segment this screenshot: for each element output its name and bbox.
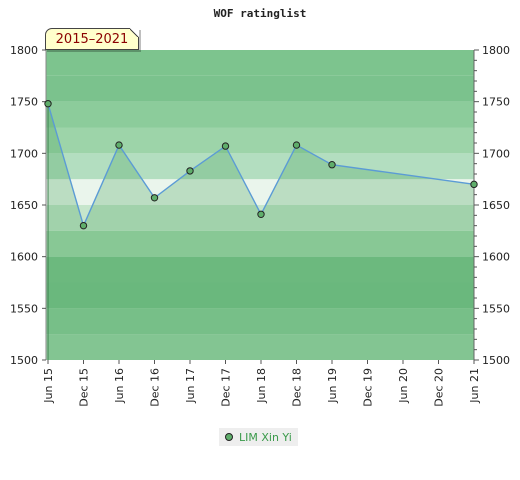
y-tick-label-left: 1750 [10, 96, 38, 109]
series-marks [44, 100, 478, 230]
x-tick-label: Dec 20 [433, 368, 446, 407]
background-band [46, 230, 474, 257]
y-tick-label-left: 1650 [10, 199, 38, 212]
x-tick-label: Dec 17 [220, 368, 233, 407]
x-tick-label: Jun 16 [113, 368, 126, 404]
y-tick-label-right: 1800 [482, 44, 510, 57]
x-tick-label: Dec 18 [291, 368, 304, 407]
series-line [47, 103, 475, 228]
y-tick-label-left: 1550 [10, 302, 38, 315]
axes: 1500 1500 1550 1550 1600 1600 1650 1650 1700 1700… [10, 44, 510, 407]
x-tick-label: Jun 21 [468, 368, 481, 404]
data-point [221, 142, 230, 150]
background-band [46, 179, 474, 205]
x-tick-label: Jun 19 [326, 368, 339, 404]
background-band [46, 101, 474, 128]
x-tick-label: Dec 16 [149, 368, 162, 407]
chart-title: WOF ratinglist [214, 7, 307, 20]
x-tick-label: Dec 15 [78, 368, 91, 407]
x-tick-label: Jun 15 [42, 368, 55, 404]
y-tick-label-right: 1750 [482, 96, 510, 109]
y-tick-label-right: 1500 [482, 354, 510, 367]
legend-marker-icon [225, 433, 233, 441]
period-badge: 2015–2021 [45, 28, 139, 50]
data-point [292, 141, 301, 149]
legend-label: LIM Xin Yi [239, 430, 292, 444]
x-tick-label: Jun 20 [397, 368, 410, 404]
data-point [115, 141, 123, 149]
y-tick-label-left: 1800 [10, 44, 38, 57]
y-tick-label-right: 1550 [482, 302, 510, 315]
legend[interactable]: LIM Xin Yi [219, 428, 298, 446]
data-point [150, 194, 159, 202]
data-point [470, 180, 478, 189]
y-tick-label-right: 1700 [482, 147, 510, 160]
x-tick-label: Dec 19 [362, 368, 375, 407]
data-point [186, 167, 194, 175]
y-tick-label-right: 1650 [482, 199, 510, 212]
data-point [328, 161, 336, 169]
background-band [46, 282, 474, 309]
data-point [257, 210, 265, 219]
background-band [46, 256, 474, 283]
x-tick-label: Jun 17 [184, 368, 197, 404]
background-band [46, 205, 474, 231]
background-band [46, 75, 474, 102]
y-tick-label-left: 1600 [10, 251, 38, 264]
x-tick-label: Jun 18 [255, 368, 268, 404]
background-band [46, 127, 474, 154]
y-tick-label-left: 1700 [10, 147, 38, 160]
background-band [46, 50, 474, 76]
background-band [46, 308, 474, 335]
series-area-fill [48, 103, 474, 360]
series-area [47, 103, 475, 360]
data-point [79, 221, 88, 230]
data-point [44, 100, 52, 108]
y-tick-label-right: 1600 [482, 251, 510, 264]
background-bands [46, 50, 474, 360]
background-band [46, 334, 474, 360]
y-tick-label-left: 1500 [10, 354, 38, 367]
